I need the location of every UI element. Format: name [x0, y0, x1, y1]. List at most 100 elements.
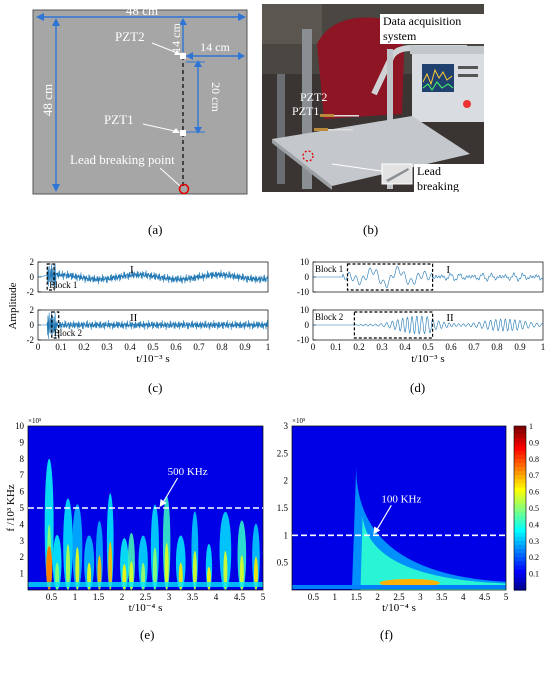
- colorbar-tick-label: 0.5: [529, 504, 539, 513]
- lead-breaking-photo-label: Lead breaking: [414, 164, 484, 192]
- panel-label-b: (b): [363, 222, 379, 237]
- y-tick-label: 4: [20, 519, 25, 529]
- x-tick-label: 2: [375, 592, 380, 602]
- x-tick-label: 3: [418, 592, 423, 602]
- y-tick-label: 8: [20, 454, 25, 464]
- colorbar-segment: [514, 450, 526, 456]
- x-tick-label: 3.5: [187, 592, 199, 602]
- y-tick-label: 3: [284, 421, 289, 431]
- signal-line-II: [313, 315, 544, 335]
- arrow-head-icon: [238, 52, 245, 60]
- x-tick-label: 0.5: [147, 342, 159, 352]
- hotspot: [46, 546, 53, 590]
- colorbar-segment: [514, 475, 526, 480]
- panel-label-e: (e): [140, 627, 155, 642]
- y-tick-label: 2: [20, 552, 25, 562]
- colorbar-segment: [514, 495, 526, 501]
- arrow-head-icon: [186, 52, 193, 60]
- arrow-head-icon: [194, 60, 202, 67]
- width-label: 48 cm: [126, 3, 158, 18]
- chart-e: 10 9 8 7 6 5 4 3 2 1 0.5 1 1.5 2 2.5 3 3.5 4 4.5 5 t/10⁻⁴ s ×…: [5, 417, 266, 614]
- pzt2-photo-label: PZT2: [300, 90, 328, 104]
- colorbar-tick-label: 0.9: [529, 438, 539, 447]
- block-label: Block 1: [49, 280, 77, 290]
- y-tick-label: 1: [284, 530, 289, 540]
- colorbar-tick-label: 0.7: [529, 471, 539, 480]
- colorbar-segment: [514, 454, 526, 460]
- colorbar-segment: [514, 557, 526, 562]
- colorbar-segment: [514, 458, 526, 464]
- colorbar-segment: [514, 426, 526, 431]
- ridge: [150, 504, 159, 590]
- panel-a-schematic: 48 cm 48 cm 14 cm 14 cm 20 cm PZT2 PZT1 …: [32, 3, 248, 195]
- experiment-photo: Data acquisition system PZT2 PZT1 Lead b…: [262, 4, 484, 192]
- x-tick-label: 0.5: [308, 592, 320, 602]
- colorbar-segment: [514, 471, 526, 476]
- colorbar-tick-label: 0.1: [529, 570, 539, 579]
- y-tick-label: 10: [300, 258, 310, 267]
- block-box: [46, 263, 55, 291]
- x-tick-label: 0.4: [124, 342, 136, 352]
- colorbar-segment: [514, 569, 526, 575]
- leader-line: [159, 167, 181, 187]
- ridge-core: [164, 542, 169, 590]
- colorbar-segment: [514, 585, 526, 591]
- y-tick-label: 0.5: [277, 558, 289, 568]
- colorbar-segment: [514, 524, 526, 530]
- x-axis-label: t/10⁻⁴ s: [382, 602, 416, 614]
- block-box: [51, 311, 60, 339]
- lead-breaking-point-marker: [302, 150, 314, 162]
- colorbar-segment: [514, 536, 526, 542]
- colorbar-tick-label: 0.2: [529, 553, 539, 562]
- colorbar-segment: [514, 442, 526, 448]
- ridge: [237, 520, 247, 590]
- x-tick-label: 1: [333, 592, 338, 602]
- colorbar-segment: [514, 467, 526, 472]
- subplot-name: I: [130, 264, 134, 276]
- x-tick-label: 0.1: [55, 342, 66, 352]
- block-box: [346, 263, 434, 291]
- y-axis-label: f /10³ KHz: [5, 484, 17, 531]
- leader-line: [151, 42, 181, 55]
- y-exponent: ×10⁵: [28, 417, 42, 425]
- colorbar-segment: [514, 462, 526, 468]
- x-tick-label: 1.5: [93, 592, 105, 602]
- colorbar-segment: [514, 540, 526, 546]
- colorbar-segment: [514, 512, 526, 517]
- y-tick-label: 3: [20, 536, 25, 546]
- y-tick-label: -2: [27, 287, 35, 297]
- x-tick-label: 0.2: [78, 342, 89, 352]
- ridge: [84, 535, 95, 590]
- x-tick-label: 0.7: [468, 342, 480, 352]
- colorbar-frame: [513, 425, 527, 591]
- arrow-head-icon: [52, 184, 60, 192]
- arrow-head-icon: [52, 18, 60, 26]
- subplot-name: II: [446, 312, 454, 324]
- colorbar-segment: [514, 544, 526, 550]
- y-tick-label: 7: [20, 470, 25, 480]
- colorbar-segment: [514, 483, 526, 489]
- arrow-head-icon: [373, 526, 381, 535]
- height-label: 48 cm: [40, 84, 55, 116]
- pzt1-marker: [180, 130, 186, 136]
- energy-core: [360, 516, 506, 590]
- ridge: [219, 511, 232, 590]
- pzt1-photo-label: PZT1: [292, 104, 320, 118]
- x-tick-label: 0.2: [353, 342, 364, 352]
- x-tick-label: 1: [541, 342, 546, 352]
- ridge-core: [239, 555, 244, 590]
- y-axis-label: Amplitude: [7, 282, 19, 329]
- x-tick-label: 5: [504, 592, 509, 602]
- block-label: Block 2: [315, 312, 343, 322]
- x-tick-label: 0.9: [239, 342, 251, 352]
- y-tick-label: 5: [20, 503, 25, 513]
- colorbar-segment: [514, 565, 526, 571]
- colorbar-segment: [514, 446, 526, 452]
- panel-label-d: (d): [410, 380, 426, 395]
- x-tick-label: 4.5: [234, 592, 246, 602]
- colorbar-tick-label: 0.8: [529, 455, 539, 464]
- x-tick-label: 0.8: [491, 342, 503, 352]
- colorbar-segment: [514, 520, 526, 525]
- chart-f: 3 2.5 2 1.5 1 0.5 0.5 1 1.5 2 2.5 3 3.5 4 4.5 5 t/10⁻⁴ s…: [277, 417, 539, 614]
